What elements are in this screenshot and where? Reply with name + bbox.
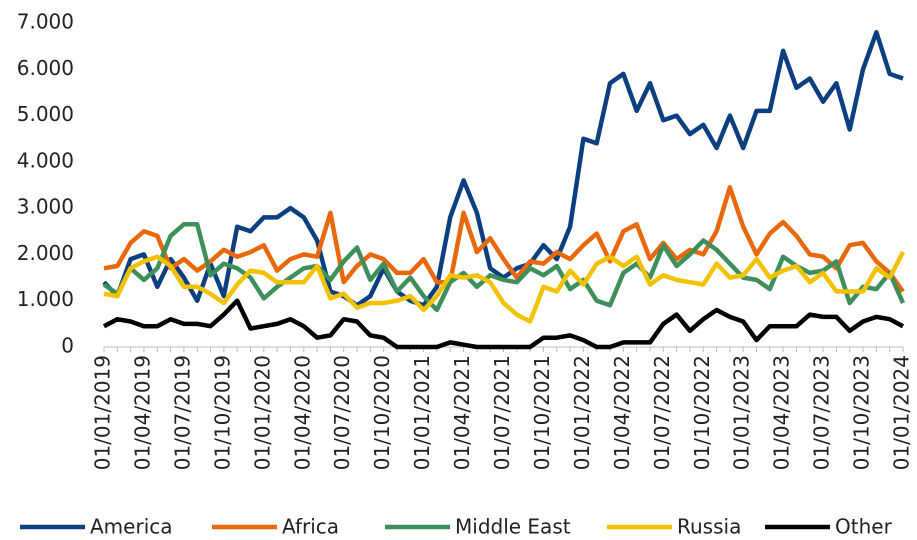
legend-label: Middle East xyxy=(455,515,571,539)
x-tick-label: 01/07/2020 xyxy=(330,355,354,470)
x-tick-label: 01/10/2019 xyxy=(210,355,234,470)
x-tick-label: 01/01/2021 xyxy=(410,355,434,470)
y-tick-label: 5.000 xyxy=(17,102,74,126)
x-tick-label: 01/01/2020 xyxy=(250,355,274,470)
x-tick-label: 01/04/2023 xyxy=(770,355,794,470)
y-tick-label: 6.000 xyxy=(17,56,74,80)
x-tick-label: 01/04/2020 xyxy=(290,355,314,470)
series-line xyxy=(102,222,906,313)
x-tick-label: 01/07/2023 xyxy=(810,355,834,470)
series-line xyxy=(103,251,905,324)
y-tick-label: 7.000 xyxy=(17,10,74,34)
y-tick-label: 4.000 xyxy=(17,148,74,172)
y-tick-label: 2.000 xyxy=(17,241,74,265)
legend-label: Russia xyxy=(677,515,741,539)
series-line xyxy=(103,185,905,293)
x-tick-label: 01/10/2020 xyxy=(370,355,394,470)
y-tick-label: 1.000 xyxy=(17,287,74,311)
legend-label: Africa xyxy=(282,515,339,539)
y-tick-label: 0 xyxy=(61,334,74,358)
x-tick-label: 01/01/2023 xyxy=(730,355,754,470)
y-tick-label: 3.000 xyxy=(17,195,74,219)
x-tick-label: 01/10/2023 xyxy=(850,355,874,470)
x-tick-label: 01/04/2022 xyxy=(610,355,634,470)
x-tick-label: 01/07/2021 xyxy=(490,355,514,470)
legend-label: America xyxy=(90,515,173,539)
x-tick-label: 01/01/2019 xyxy=(91,355,115,470)
x-tick-label: 01/04/2021 xyxy=(450,355,474,470)
x-tick-label: 01/01/2022 xyxy=(570,355,594,470)
x-tick-label: 01/04/2019 xyxy=(130,355,154,470)
legend-label: Other xyxy=(835,515,893,539)
series-line xyxy=(102,298,905,350)
x-tick-label: 01/07/2019 xyxy=(170,355,194,470)
x-tick-label: 01/10/2021 xyxy=(530,355,554,470)
x-tick-label: 01/07/2022 xyxy=(650,355,674,470)
x-tick-label: 01/10/2022 xyxy=(690,355,714,470)
x-tick-label: 01/01/2024 xyxy=(890,355,914,470)
